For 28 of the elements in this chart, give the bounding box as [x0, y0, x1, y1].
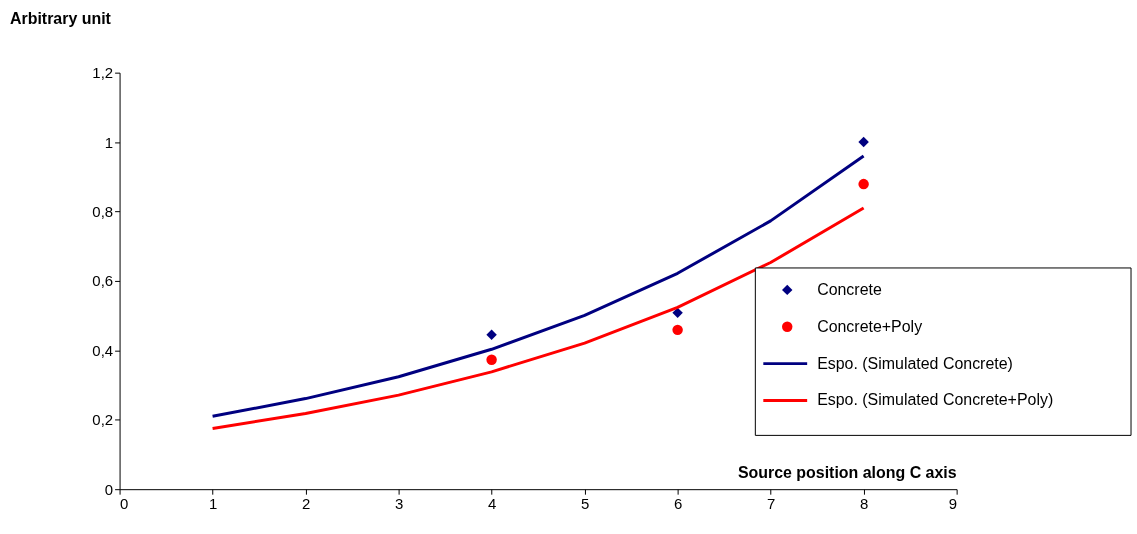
point [672, 324, 683, 336]
point [486, 329, 497, 340]
legend-label: Concrete+Poly [817, 317, 923, 335]
point [858, 136, 869, 148]
y-axis-title: Arbitrary unit [9, 9, 112, 27]
y-tick-label: 0,6 [92, 272, 114, 290]
y-tick-label: 1 [104, 133, 114, 151]
x-tick-label: 9 [948, 494, 958, 512]
x-tick-label: 1 [208, 494, 218, 512]
x-tick-label: 8 [859, 494, 869, 512]
legend-label: Concrete [817, 280, 882, 298]
point [858, 178, 869, 190]
x-tick-label: 5 [580, 494, 590, 512]
y-tick-label: 0 [104, 480, 114, 498]
x-tick-label: 2 [301, 494, 311, 512]
x-tick-label: 4 [487, 494, 497, 512]
x-tick-label: 3 [394, 494, 404, 512]
y-tick-label: 0,8 [92, 202, 114, 220]
y-tick-label: 0,4 [92, 341, 114, 359]
y-tick-label: 0,2 [92, 411, 114, 429]
legend-label: Espo. (Simulated Concrete+Poly) [817, 391, 1054, 409]
x-tick-label: 7 [766, 494, 776, 512]
x-tick-label: 6 [673, 494, 683, 512]
x-tick-label: 0 [120, 494, 129, 512]
legend-label: Espo. (Simulated Concrete) [817, 354, 1013, 372]
point [486, 354, 497, 365]
x-axis-title: Source position along C axis [737, 464, 957, 482]
y-tick-label: 1,2 [92, 64, 114, 82]
